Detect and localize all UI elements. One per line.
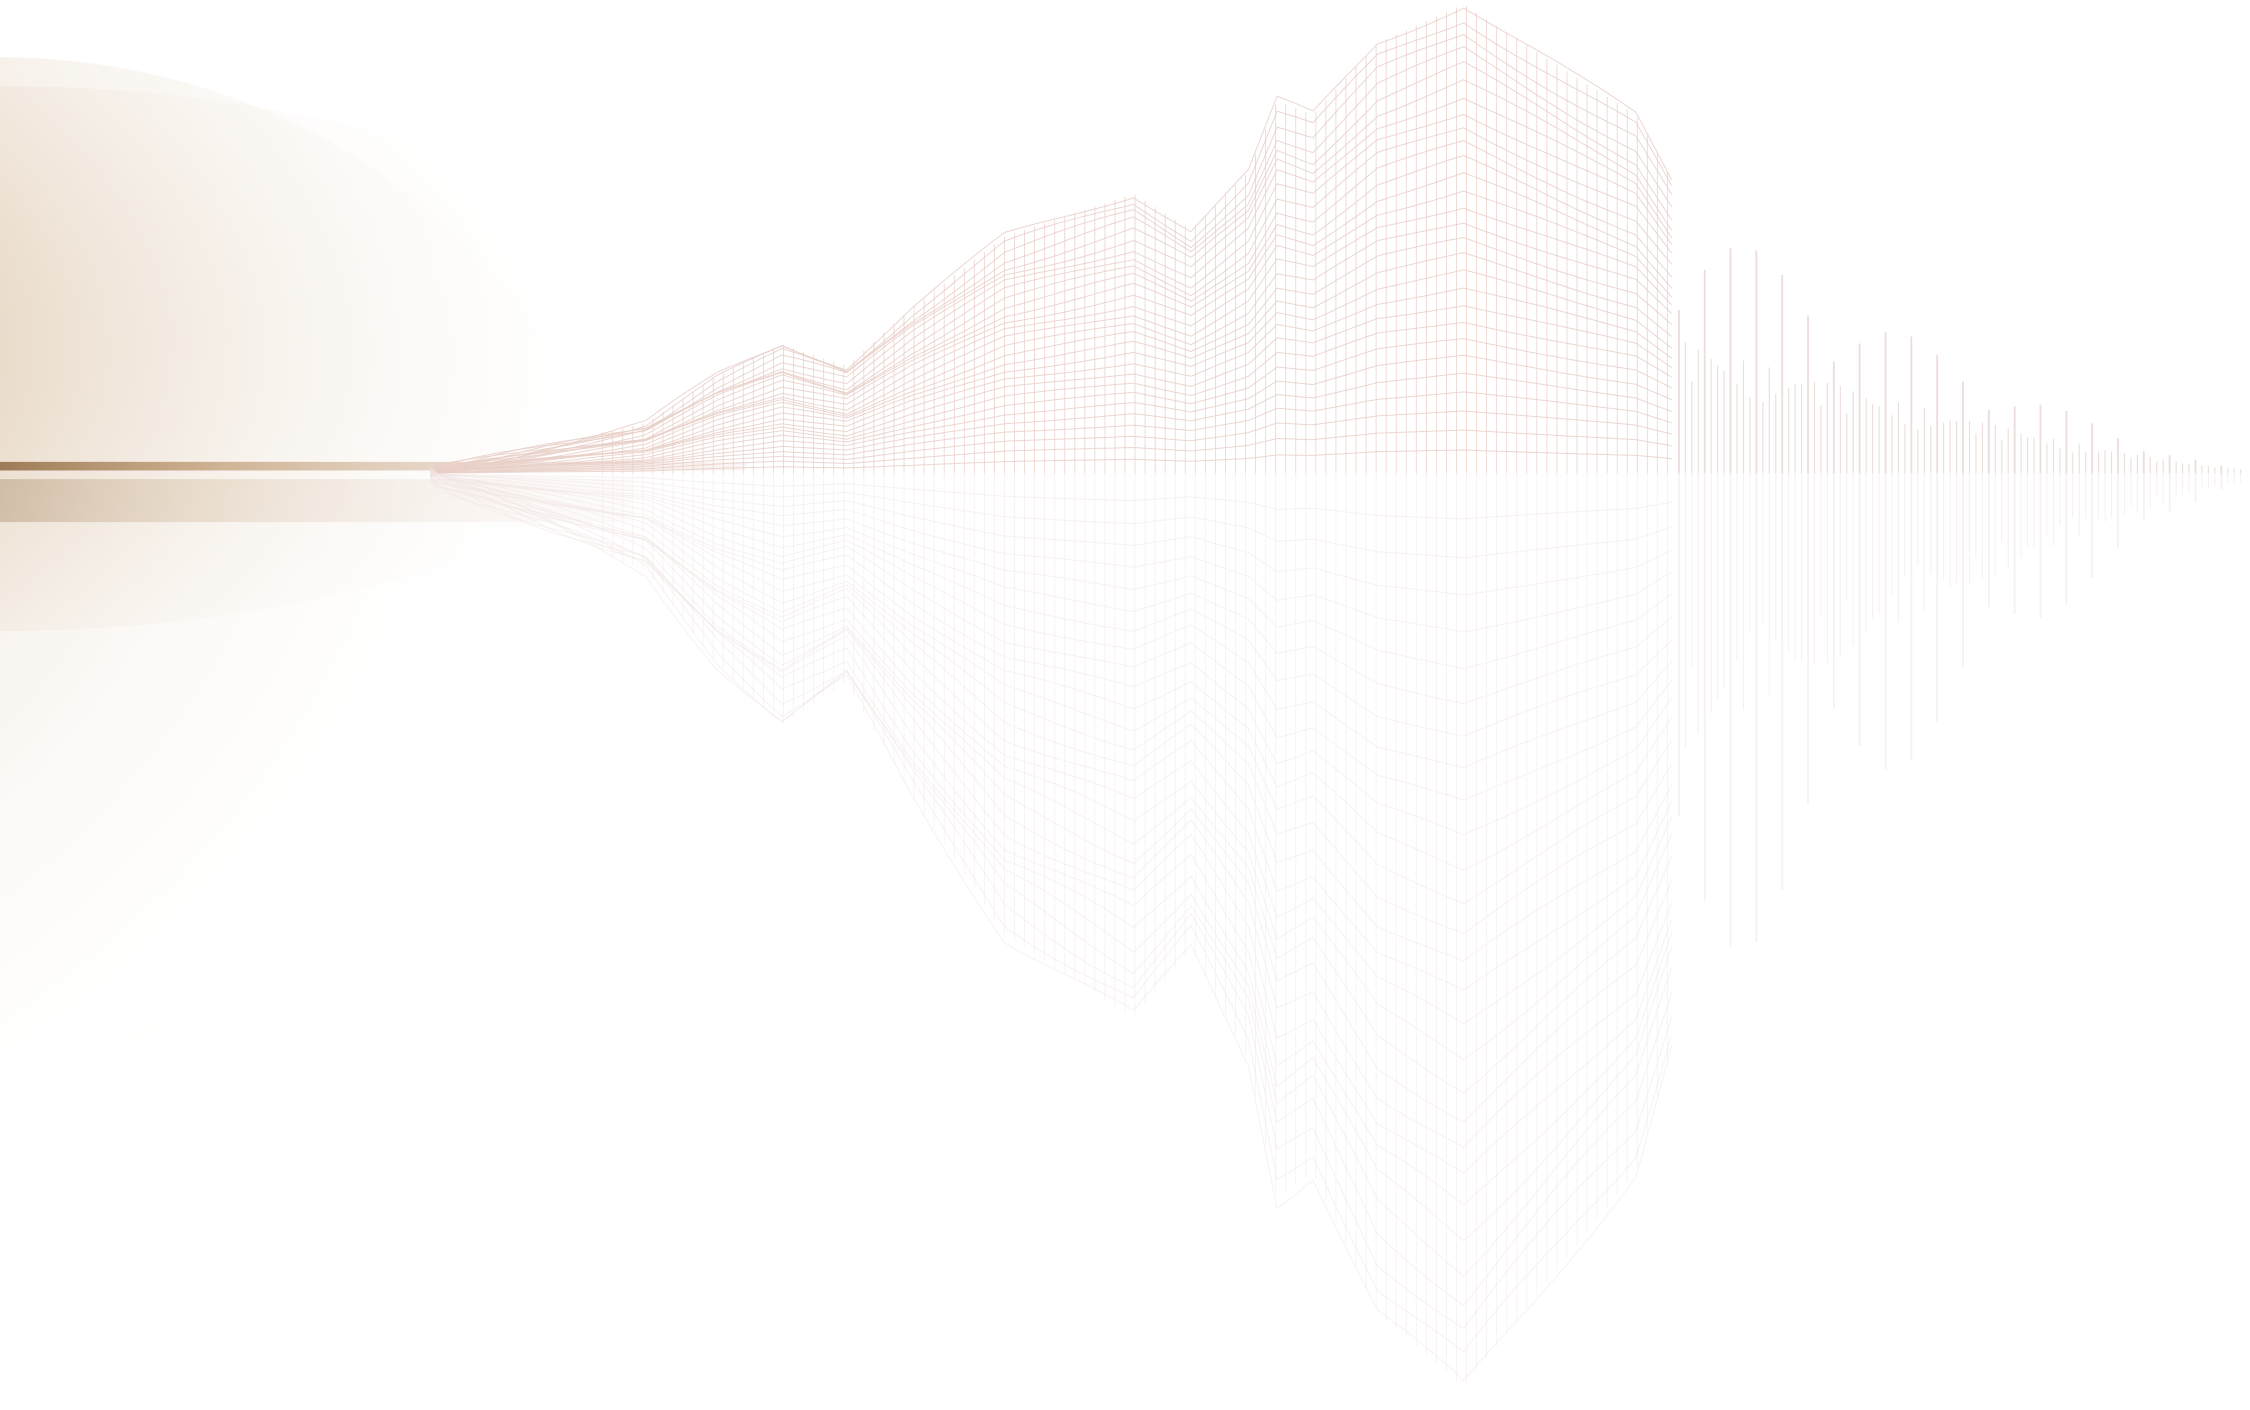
- brown-glow: [0, 57, 747, 1148]
- mesh-row: [430, 429, 1672, 474]
- mesh-row: [430, 469, 1673, 1242]
- mesh-row: [430, 465, 1673, 1277]
- mesh-row: [430, 478, 1673, 1382]
- mesh-row: [430, 449, 1672, 474]
- mesh-row: [430, 471, 1673, 670]
- mesh-row: [430, 113, 1673, 471]
- mesh-row: [430, 469, 1673, 1061]
- mesh-row: [430, 354, 1672, 475]
- mesh-row: [430, 140, 1673, 475]
- mesh-row: [430, 476, 1673, 1330]
- spectrum-bars: [1677, 248, 2242, 947]
- mesh-row: [430, 473, 1673, 737]
- mesh-row: [430, 471, 1673, 705]
- mesh-row: [430, 479, 1673, 1174]
- mesh-row: [430, 237, 1673, 474]
- mesh-row: [430, 472, 1672, 520]
- mesh-row: [430, 473, 1672, 559]
- mesh-row: [430, 472, 1672, 633]
- mesh-row: [430, 476, 1673, 962]
- mesh-row: [430, 287, 1673, 475]
- mesh-row: [430, 34, 1673, 473]
- wireframe-mountain-reflection: [430, 465, 1673, 1385]
- mesh-row: [430, 7, 1673, 472]
- mesh-row: [430, 477, 1673, 1148]
- mesh-row: [430, 467, 1673, 1094]
- mesh-row: [430, 127, 1673, 472]
- mesh-row: [430, 473, 1672, 596]
- mesh-row: [430, 338, 1672, 474]
- wireframe-mountain: [430, 6, 1673, 478]
- mesh-row: [430, 22, 1673, 470]
- horizon-line: [0, 461, 747, 471]
- mesh-row: [430, 474, 1673, 801]
- mesh-row: [430, 321, 1672, 473]
- mesh-row: [430, 207, 1673, 472]
- mesh-row: [430, 305, 1672, 473]
- mesh-row: [430, 410, 1672, 474]
- mesh-row: [430, 222, 1673, 472]
- mesh-row: [430, 391, 1672, 475]
- mesh-row: [430, 476, 1673, 992]
- mesh-row: [430, 481, 1673, 1353]
- mesh-row: [430, 372, 1672, 475]
- mesh-row: [430, 473, 1673, 1025]
- mesh-row: [430, 475, 1673, 769]
- mesh-row: [430, 471, 1673, 1123]
- mesh-row: [430, 61, 1673, 478]
- mesh-row: [430, 472, 1673, 836]
- mesh-row: [430, 472, 1673, 934]
- glow-lower: [0, 57, 617, 1148]
